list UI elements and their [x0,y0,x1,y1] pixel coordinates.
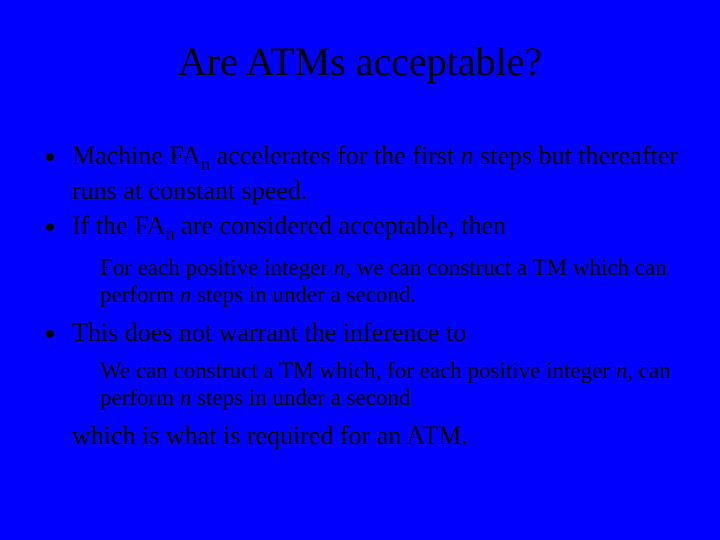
final-line: which is what is required for an ATM. [72,421,680,452]
slide: Are ATMs acceptable? Machine FAn acceler… [0,0,720,540]
indent-block-1: For each positive integer n, we can cons… [100,254,680,308]
indent-2-italic-1: n [616,358,628,383]
bullet-1-subscript: n [201,154,210,175]
bullet-2-text-b: are considered acceptable, then [175,211,506,240]
indent-2-italic-2: n [180,385,192,410]
indent-2-text-c: steps in under a second [191,385,410,410]
bullet-2: If the FAn are considered acceptable, th… [68,211,680,246]
bullet-1-text-b: accelerates for the first [210,141,460,170]
indent-block-2: We can construct a TM which, for each po… [100,357,680,411]
bullet-3-text: This does not warrant the inference to [72,318,466,347]
slide-title: Are ATMs acceptable? [40,38,680,85]
indent-1-italic-1: n [334,255,346,280]
bullet-1-text-a: Machine FA [72,141,201,170]
bullet-1: Machine FAn accelerates for the first n … [68,141,680,207]
indent-1-text-c: steps in under a second. [191,282,416,307]
bullet-list: Machine FAn accelerates for the first n … [40,141,680,246]
indent-2-text-a: We can construct a TM which, for each po… [100,358,616,383]
bullet-1-italic: n [461,141,474,170]
bullet-2-text-a: If the FA [72,211,165,240]
bullet-3: This does not warrant the inference to [68,318,680,349]
indent-1-italic-2: n [180,282,192,307]
bullet-2-subscript: n [165,224,174,245]
indent-1-text-a: For each positive integer [100,255,334,280]
bullet-list-2: This does not warrant the inference to [40,318,680,349]
